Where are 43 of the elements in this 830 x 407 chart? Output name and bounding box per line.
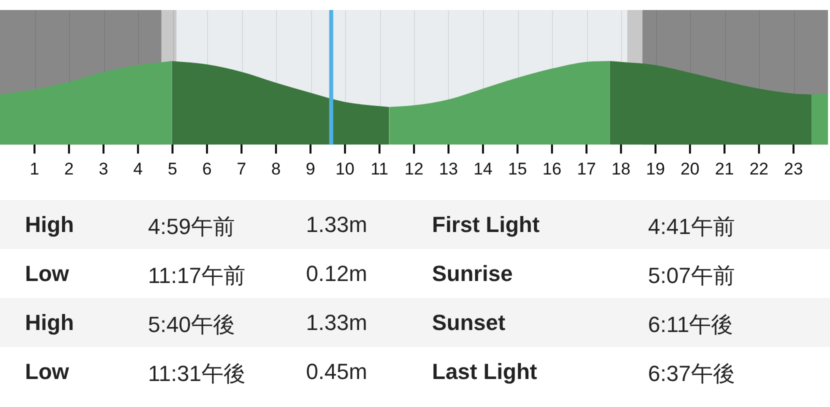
x-tick-label: 3 bbox=[98, 159, 108, 178]
text: High bbox=[25, 212, 74, 238]
x-tick-label: 11 bbox=[370, 159, 388, 178]
x-tick-label: 19 bbox=[646, 159, 665, 178]
text: Low bbox=[25, 359, 69, 385]
x-tick-label: 13 bbox=[439, 159, 458, 178]
x-tick-label: 21 bbox=[715, 159, 734, 178]
text: 11:31午後 bbox=[148, 360, 246, 388]
x-tick-label: 12 bbox=[404, 159, 424, 178]
text: Last Light bbox=[432, 359, 538, 385]
x-tick-label: 7 bbox=[236, 159, 246, 178]
text: High bbox=[25, 310, 74, 336]
x-tick-label: 17 bbox=[577, 159, 596, 178]
x-tick-label: 20 bbox=[680, 159, 700, 178]
text: 5:40午後 bbox=[148, 311, 235, 339]
text: First Light bbox=[432, 212, 540, 238]
x-tick-label: 4 bbox=[133, 159, 143, 178]
text: 6:11午後 bbox=[648, 311, 734, 339]
text: 6:37午後 bbox=[648, 360, 735, 388]
x-tick-label: 23 bbox=[784, 159, 803, 178]
text: 5:07午前 bbox=[648, 262, 735, 290]
text: 0.12m bbox=[306, 261, 368, 287]
x-tick-label: 5 bbox=[168, 159, 178, 178]
x-tick-label: 22 bbox=[750, 159, 768, 178]
x-tick-label: 2 bbox=[64, 159, 74, 178]
x-tick-label: 1 bbox=[30, 159, 40, 178]
x-tick-label: 8 bbox=[271, 159, 281, 178]
text: 4:41午前 bbox=[648, 213, 735, 241]
x-tick-label: 14 bbox=[474, 159, 492, 178]
text: 4:59午前 bbox=[148, 213, 235, 241]
x-tick-label: 15 bbox=[508, 159, 527, 178]
x-tick-label: 16 bbox=[542, 159, 562, 178]
x-tick-label: 10 bbox=[336, 159, 354, 178]
text: Sunset bbox=[432, 310, 506, 336]
text: Low bbox=[25, 261, 69, 287]
text: 11:17午前 bbox=[148, 262, 246, 290]
text: 1.33m bbox=[306, 212, 368, 238]
x-tick-label: 6 bbox=[202, 159, 212, 178]
x-tick-label: 9 bbox=[306, 159, 316, 178]
text: 0.45m bbox=[306, 359, 368, 385]
text: Sunrise bbox=[432, 261, 513, 287]
text: 1.33m bbox=[306, 310, 368, 336]
x-tick-label: 18 bbox=[612, 159, 630, 178]
